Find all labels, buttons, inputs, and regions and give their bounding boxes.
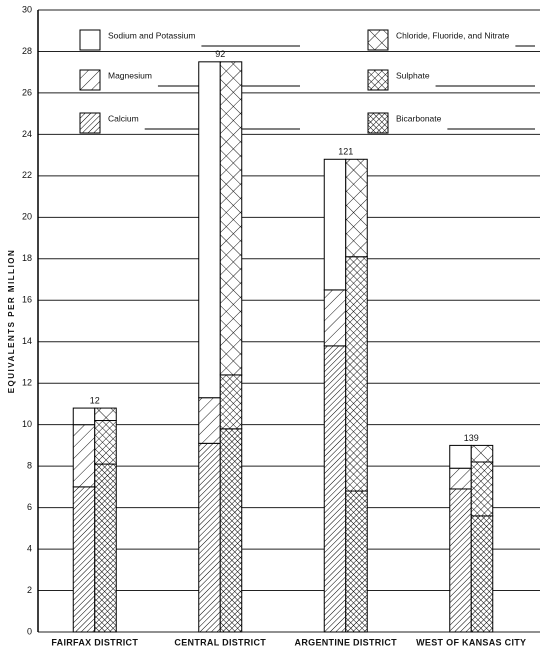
bar-segment [449,467,472,490]
legend-swatch [79,112,101,134]
bar-segment [94,463,117,633]
legend-label: Chloride, Fluoride, and Nitrate [396,30,510,40]
legend-swatch [367,112,389,134]
legend-label: Bicarbonate [396,113,442,123]
bar-segment [72,424,96,488]
bar-segment [219,374,243,430]
y-tick-label: 26 [22,87,32,97]
sample-label: 121 [338,147,353,157]
legend-swatch [79,29,101,51]
bar-segment [345,490,368,633]
legend-label: Calcium [108,113,139,123]
legend-label: Magnesium [108,70,152,80]
y-tick-label: 4 [27,543,32,553]
bar-segment [470,515,494,633]
x-tick-label: WEST OF KANSAS CITY [416,637,526,647]
x-tick-label: CENTRAL DISTRICT [174,637,266,647]
bar-segment [198,442,221,633]
bar-segment [219,61,243,376]
y-tick-label: 30 [22,4,32,14]
legend-swatch [367,69,389,91]
y-axis-label: EQUIVALENTS PER MILLION [7,249,16,394]
bar-segment [449,488,472,633]
legend-swatch [79,69,101,91]
y-tick-label: 14 [22,336,32,346]
bar-segment [72,407,96,426]
y-tick-label: 28 [22,46,32,56]
bar-segment [72,486,96,633]
sample-label: 92 [215,49,225,59]
bar-segment [470,444,494,463]
y-tick-label: 18 [22,253,32,263]
bar-segment [323,345,347,633]
y-tick-label: 24 [22,129,32,139]
sample-label: 12 [90,395,100,405]
legend-swatch [367,29,389,51]
sample-label: 139 [464,433,479,443]
legend-label: Sulphate [396,70,430,80]
bar-segment [94,407,117,422]
y-tick-label: 16 [22,295,32,305]
x-tick-label: ARGENTINE DISTRICT [295,637,398,647]
bar-segment [219,428,243,633]
bar-segment [94,420,117,465]
bar-segment [323,289,347,347]
y-tick-label: 12 [22,378,32,388]
bar-segment [323,158,347,291]
bar-segment [345,256,368,492]
bar-segment [470,461,494,517]
legend-label: Sodium and Potassium [108,30,195,40]
bar-segment [449,444,472,469]
y-tick-label: 0 [27,626,32,636]
y-tick-label: 2 [27,585,32,595]
x-tick-label: FAIRFAX DISTRICT [51,637,138,647]
bar-segment [345,158,368,258]
bar-segment [198,397,221,444]
y-tick-label: 20 [22,212,32,222]
y-tick-label: 10 [22,419,32,429]
y-tick-label: 22 [22,170,32,180]
y-tick-label: 6 [27,502,32,512]
bar-segment [198,61,221,399]
y-tick-label: 8 [27,461,32,471]
